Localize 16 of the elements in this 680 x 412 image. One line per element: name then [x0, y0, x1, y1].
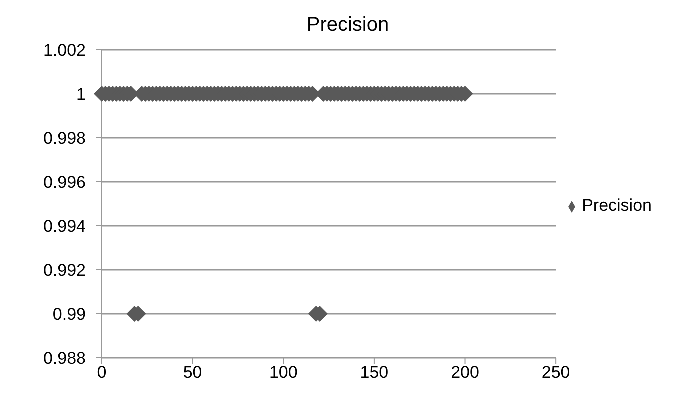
x-tick-label: 200	[451, 363, 480, 382]
x-tick-label: 0	[97, 363, 107, 382]
x-tick-label: 150	[360, 363, 389, 382]
x-tick-label: 250	[542, 363, 570, 382]
x-tick-label: 100	[269, 363, 298, 382]
y-tick-label: 0.994	[43, 217, 86, 236]
y-tick-label: 0.99	[52, 305, 86, 324]
legend-label: Precision	[582, 196, 652, 215]
y-tick-label: 0.992	[43, 261, 86, 280]
x-tick-label: 50	[183, 363, 202, 382]
y-tick-label: 0.996	[43, 173, 86, 192]
y-tick-label: 0.988	[43, 349, 86, 368]
y-tick-label: 0.998	[43, 129, 86, 148]
chart-title: Precision	[306, 14, 390, 37]
y-tick-label: 1.002	[43, 41, 86, 60]
y-tick-label: 1	[76, 85, 86, 104]
